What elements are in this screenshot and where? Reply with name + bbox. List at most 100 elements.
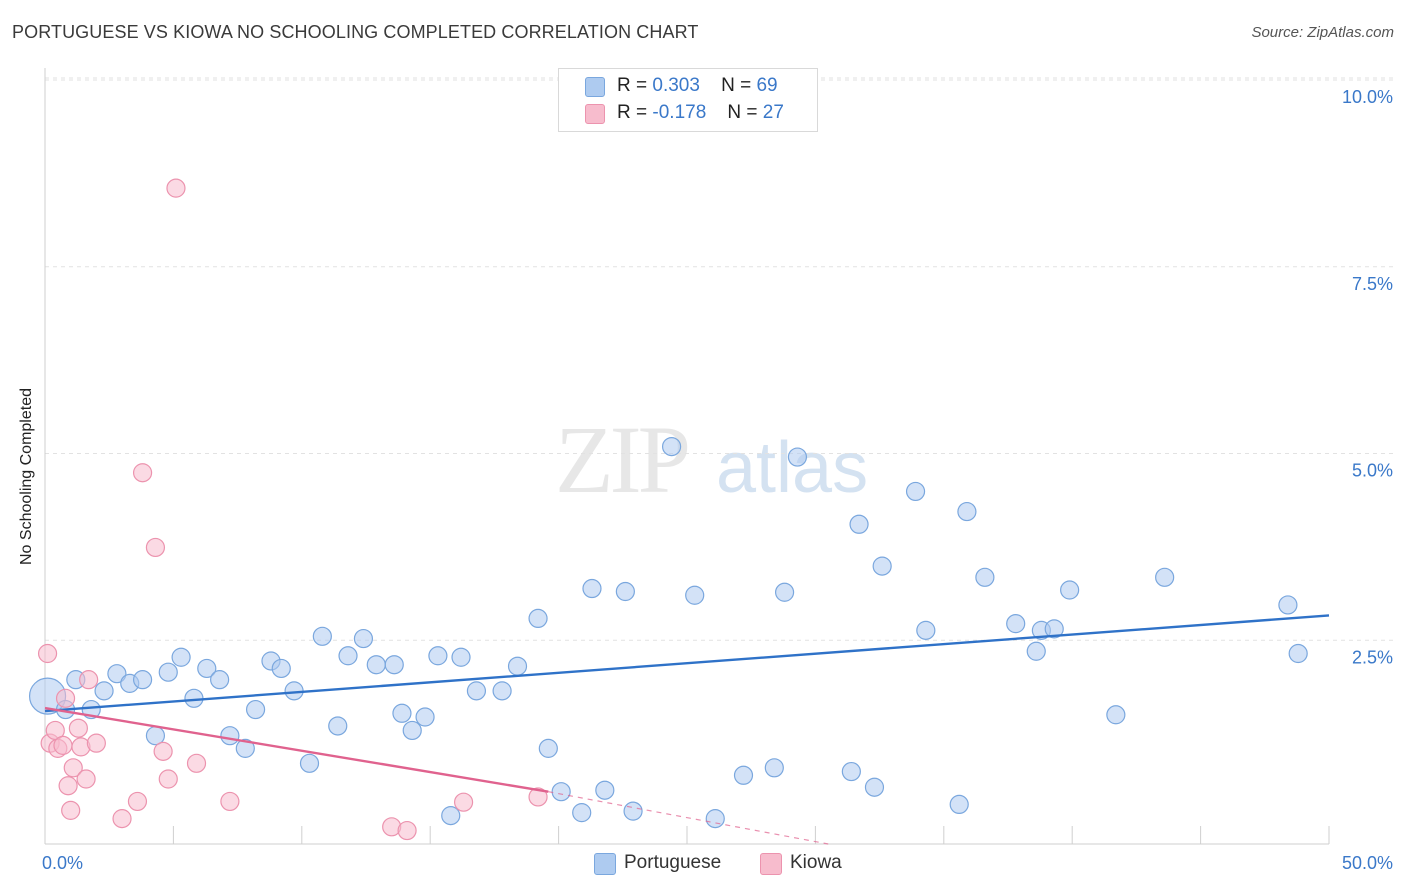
- x-tick-label-max: 50.0%: [1342, 853, 1393, 873]
- portuguese-point-65: [1106, 705, 1126, 725]
- portuguese-point-30: [428, 646, 448, 666]
- portuguese-stats-text: R = 0.303 N = 69: [617, 75, 778, 97]
- portuguese-point-12: [197, 658, 217, 679]
- chart-title: PORTUGUESE VS KIOWA NO SCHOOLING COMPLET…: [12, 22, 699, 42]
- series-legend: Portuguese Kiowa: [0, 852, 1406, 878]
- kiowa-point-12: [79, 670, 99, 690]
- kiowa-point-4: [53, 735, 73, 755]
- watermark-atlas: atlas: [716, 428, 868, 508]
- kiowa-point-19: [158, 769, 178, 789]
- chart-source: Source: ZipAtlas.com: [1251, 24, 1394, 41]
- kiowa-point-16: [132, 463, 153, 483]
- kiowa-point-15: [127, 791, 148, 812]
- portuguese-point-42: [615, 581, 635, 602]
- y-tick-label-1: 5.0%: [1352, 461, 1393, 481]
- portuguese-point-45: [685, 585, 705, 605]
- kiowa-point-8: [63, 758, 83, 778]
- portuguese-n-value: 69: [756, 75, 778, 96]
- portuguese-point-22: [328, 716, 348, 736]
- portuguese-point-18: [271, 658, 291, 679]
- portuguese-point-43: [623, 801, 643, 821]
- kiowa-point-9: [68, 718, 88, 738]
- portuguese-point-37: [538, 738, 558, 758]
- portuguese-point-28: [402, 720, 422, 741]
- kiowa-stats-text: R = -0.178 N = 27: [617, 102, 784, 124]
- portuguese-point-24: [353, 628, 374, 649]
- portuguese-point-64: [1060, 580, 1080, 600]
- kiowa-point-25: [453, 792, 474, 812]
- kiowa-point-24: [397, 820, 417, 841]
- portuguese-point-34: [492, 681, 512, 701]
- portuguese-point-47: [733, 765, 754, 785]
- x-tick-label-min: 0.0%: [42, 853, 83, 873]
- portuguese-point-5: [107, 664, 127, 684]
- portuguese-point-7: [132, 670, 153, 690]
- portuguese-point-31: [441, 806, 461, 826]
- series-kiowa: [37, 178, 548, 841]
- y-tick-label-2: 7.5%: [1352, 274, 1393, 294]
- portuguese-point-68: [1288, 643, 1308, 664]
- kiowa-point-11: [76, 769, 96, 789]
- kiowa-point-17: [145, 537, 166, 558]
- portuguese-point-67: [1278, 595, 1298, 615]
- portuguese-point-9: [158, 662, 178, 682]
- portuguese-point-23: [338, 646, 358, 666]
- kiowa-point-18: [153, 741, 173, 761]
- portuguese-point-38: [551, 782, 571, 802]
- watermark: ZIP atlas: [555, 406, 868, 513]
- kiowa-trend-line: [44, 706, 549, 793]
- watermark-zip: ZIP: [555, 406, 688, 513]
- portuguese-point-20: [299, 753, 320, 773]
- portuguese-point-41: [595, 780, 615, 800]
- kiowa-r-value: -0.178: [652, 102, 707, 123]
- portuguese-point-10: [171, 647, 191, 667]
- legend-kiowa-label: Kiowa: [790, 852, 842, 873]
- portuguese-point-60: [1006, 614, 1026, 634]
- portuguese-point-58: [957, 501, 977, 522]
- portuguese-point-53: [864, 777, 885, 797]
- kiowa-point-5: [55, 688, 76, 708]
- portuguese-point-56: [916, 620, 936, 640]
- portuguese-r-value: 0.303: [652, 75, 700, 96]
- portuguese-point-52: [849, 514, 869, 534]
- portuguese-point-54: [872, 556, 892, 576]
- kiowa-n-label: N =: [727, 102, 758, 123]
- portuguese-point-46: [705, 809, 725, 829]
- legend-portuguese-swatch: [594, 853, 616, 875]
- kiowa-point-0: [37, 643, 58, 664]
- portuguese-point-32: [451, 647, 471, 667]
- portuguese-swatch: [585, 77, 605, 97]
- portuguese-point-63: [1044, 619, 1064, 639]
- portuguese-r-label: R =: [617, 75, 648, 96]
- portuguese-point-39: [572, 803, 592, 823]
- portuguese-point-55: [905, 481, 926, 502]
- portuguese-point-40: [582, 578, 602, 599]
- legend-kiowa-swatch: [760, 853, 782, 875]
- portuguese-point-27: [392, 703, 412, 723]
- portuguese-point-66: [1155, 567, 1175, 587]
- y-tick-label-3: 10.0%: [1342, 87, 1393, 107]
- y-tick-label-0: 2.5%: [1352, 647, 1393, 667]
- portuguese-point-59: [975, 567, 995, 587]
- kiowa-r-label: R =: [617, 102, 648, 123]
- portuguese-point-61: [1026, 641, 1046, 661]
- portuguese-point-26: [384, 655, 404, 675]
- axes: [44, 68, 1330, 845]
- kiowa-point-20: [166, 178, 186, 198]
- portuguese-point-4: [94, 681, 114, 701]
- portuguese-point-16: [245, 699, 266, 720]
- kiowa-point-14: [112, 809, 132, 829]
- portuguese-point-15: [235, 738, 255, 758]
- portuguese-point-51: [841, 761, 861, 782]
- portuguese-point-13: [210, 670, 230, 690]
- kiowa-point-22: [220, 791, 240, 812]
- kiowa-point-7: [61, 800, 81, 820]
- stats-legend: R = 0.303 N = 69 R = -0.178 N = 27: [558, 68, 818, 132]
- kiowa-swatch: [585, 104, 605, 124]
- legend-portuguese-label: Portuguese: [624, 852, 722, 873]
- portuguese-point-14: [220, 726, 240, 746]
- grid: [45, 77, 1395, 641]
- tick-labels: 2.5% 5.0% 7.5% 10.0% 0.0% 50.0%: [42, 87, 1393, 873]
- portuguese-point-36: [528, 608, 548, 629]
- portuguese-point-44: [661, 436, 682, 457]
